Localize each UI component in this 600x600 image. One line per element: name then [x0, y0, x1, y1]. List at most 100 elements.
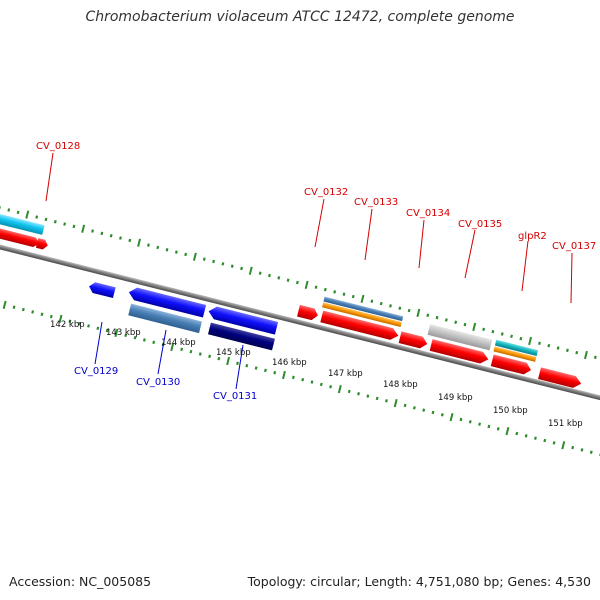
- minor-tick: [277, 276, 281, 280]
- minor-tick: [301, 378, 305, 382]
- major-tick: [81, 224, 86, 233]
- minor-tick: [385, 399, 388, 403]
- minor-tick: [258, 271, 262, 275]
- genome-title: Chromobacterium violaceum ATCC 12472, co…: [85, 9, 515, 25]
- minor-tick: [463, 322, 467, 327]
- gene-label-cv0135[interactable]: CV_0135: [458, 219, 502, 230]
- feature-steel-cv0130: [128, 303, 202, 334]
- gene-label-cv0132[interactable]: CV_0132: [304, 187, 348, 198]
- minor-tick: [435, 315, 439, 320]
- gene-arrow-cv0131: [208, 306, 279, 335]
- gene-arrow-cv0134: [398, 331, 428, 349]
- minor-tick: [105, 328, 109, 333]
- gene-arrow-glpr2: [490, 354, 532, 375]
- minor-tick: [184, 252, 188, 257]
- major-tick: [114, 328, 119, 338]
- minor-tick: [87, 324, 90, 328]
- minor-tick: [128, 238, 132, 243]
- feature-orange-cv0133: [322, 302, 402, 327]
- leader-line-glpr2: [521, 240, 529, 292]
- minor-tick: [403, 403, 407, 408]
- minor-tick: [63, 222, 67, 226]
- minor-tick: [12, 305, 16, 309]
- major-tick: [58, 314, 63, 324]
- gene-arrow-cv0137: [538, 367, 582, 388]
- minor-tick: [593, 355, 597, 360]
- gene-label-cv0130[interactable]: CV_0130: [136, 377, 180, 388]
- minor-tick: [91, 229, 95, 233]
- minor-tick: [496, 427, 500, 431]
- minor-tick: [575, 350, 579, 355]
- minor-tick: [440, 413, 444, 417]
- major-tick: [472, 322, 477, 332]
- minor-tick: [444, 318, 448, 322]
- feature-orange-glpr2: [493, 346, 537, 362]
- gene-label-cv0133[interactable]: CV_0133: [354, 197, 398, 208]
- ruler-label: 148 kbp: [383, 380, 418, 390]
- minor-tick: [571, 445, 575, 450]
- leader-line-cv0130: [157, 329, 167, 375]
- gene-arrow-cv0128: [0, 222, 41, 248]
- minor-tick: [174, 250, 178, 254]
- gene-label-cv0128[interactable]: CV_0128: [36, 141, 80, 152]
- minor-tick: [273, 370, 277, 375]
- minor-tick: [510, 334, 513, 339]
- minor-tick: [524, 434, 528, 438]
- minor-tick: [109, 234, 113, 238]
- minor-tick: [202, 257, 206, 261]
- minor-tick: [264, 368, 267, 373]
- leader-line-cv0137: [570, 252, 573, 304]
- minor-tick: [147, 243, 150, 247]
- gene-label-glpr2[interactable]: glpR2: [518, 231, 547, 242]
- genome-info-label: Topology: circular; Length: 4,751,080 bp…: [247, 574, 591, 589]
- leader-line-cv0132: [314, 198, 325, 248]
- minor-tick: [221, 262, 225, 266]
- minor-tick: [240, 266, 243, 271]
- major-tick: [505, 427, 510, 436]
- minor-tick: [152, 340, 156, 345]
- minor-tick: [431, 410, 435, 415]
- gene-label-cv0137[interactable]: CV_0137: [552, 241, 596, 252]
- minor-tick: [268, 273, 271, 278]
- major-tick: [282, 370, 286, 380]
- gene-label-cv0131[interactable]: CV_0131: [213, 391, 257, 402]
- minor-tick: [40, 312, 44, 316]
- minor-tick: [198, 352, 202, 356]
- minor-tick: [310, 380, 314, 384]
- minor-tick: [0, 205, 1, 210]
- ruler-label: 150 kbp: [493, 406, 528, 416]
- ruler-label: 149 kbp: [438, 393, 473, 403]
- minor-tick: [357, 392, 360, 396]
- minor-tick: [565, 348, 569, 353]
- outer-tick-ring: [0, 205, 597, 360]
- minor-tick: [487, 424, 491, 429]
- gene-arrow-cv0135: [429, 339, 489, 364]
- gene-arrow-cv0129: [89, 282, 116, 299]
- gene-label-cv0129[interactable]: CV_0129: [74, 366, 118, 377]
- major-tick: [226, 356, 231, 366]
- minor-tick: [500, 332, 504, 336]
- minor-tick: [398, 306, 402, 310]
- minor-tick: [314, 285, 318, 289]
- leader-line-cv0128: [45, 152, 54, 202]
- leader-line-cv0129: [94, 321, 103, 365]
- minor-tick: [538, 341, 541, 346]
- gene-label-cv0134[interactable]: CV_0134: [406, 208, 450, 219]
- minor-tick: [478, 422, 482, 426]
- minor-tick: [491, 329, 495, 334]
- minor-tick: [329, 385, 333, 389]
- major-tick: [583, 350, 588, 360]
- minor-tick: [7, 208, 11, 212]
- minor-tick: [68, 319, 72, 323]
- inner-tick-ring: [2, 300, 600, 457]
- major-tick: [528, 336, 533, 346]
- ruler-labels: 142 kbp 143 kbp 144 kbp 145 kbp 146 kbp …: [50, 320, 583, 429]
- minor-tick: [189, 349, 193, 354]
- feature-steel-cv0133: [323, 296, 404, 322]
- minor-tick: [534, 436, 537, 440]
- minor-tick: [254, 366, 258, 370]
- major-tick: [416, 308, 421, 318]
- minor-tick: [230, 264, 234, 268]
- minor-tick: [347, 389, 351, 394]
